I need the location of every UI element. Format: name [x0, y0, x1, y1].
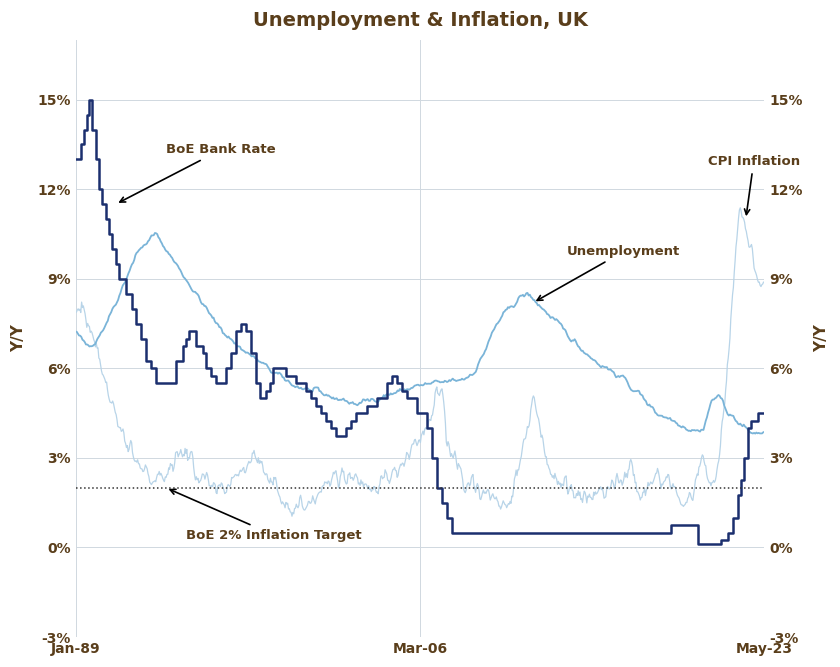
Text: BoE Bank Rate: BoE Bank Rate	[120, 143, 276, 202]
Text: BoE 2% Inflation Target: BoE 2% Inflation Target	[171, 490, 361, 542]
Text: CPI Inflation: CPI Inflation	[707, 155, 800, 215]
Text: Unemployment: Unemployment	[537, 245, 680, 300]
Title: Unemployment & Inflation, UK: Unemployment & Inflation, UK	[253, 11, 587, 30]
Y-axis label: Y/Y: Y/Y	[814, 325, 829, 352]
Y-axis label: Y/Y: Y/Y	[11, 325, 26, 352]
